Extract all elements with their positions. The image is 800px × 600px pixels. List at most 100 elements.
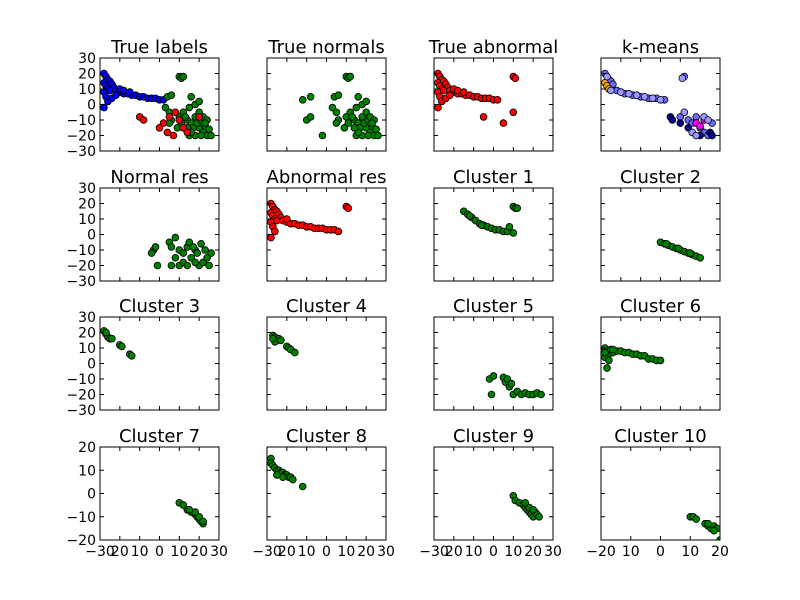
y-tick-label: 0: [87, 98, 96, 114]
points-layer: [686, 512, 720, 540]
y-tick-label: −30: [66, 403, 96, 419]
y-tick-label: −10: [66, 372, 96, 388]
data-point: [277, 336, 285, 345]
data-point: [696, 122, 704, 130]
subplot-title: True normals: [267, 37, 384, 58]
subplot-title: Cluster 5: [453, 296, 534, 317]
y-tick-label: −30: [66, 144, 96, 160]
points-layer: [100, 327, 136, 360]
points-layer: [267, 199, 353, 242]
data-point: [603, 364, 611, 372]
data-point: [362, 97, 371, 106]
x-tick-label: 10: [465, 544, 483, 560]
data-point: [167, 261, 176, 270]
data-point: [692, 131, 700, 140]
points-layer: [459, 202, 522, 237]
data-point: [489, 372, 498, 380]
subplot-2: True normals: [266, 37, 387, 152]
x-tick-label: 20: [190, 544, 208, 560]
data-point: [372, 125, 380, 134]
y-tick-label: 20: [78, 197, 96, 213]
x-tick-label: 10: [298, 544, 316, 560]
data-point: [207, 249, 215, 257]
data-point: [674, 244, 683, 253]
points-layer: [298, 72, 382, 140]
subplot-title: Cluster 1: [453, 167, 534, 188]
data-point: [185, 505, 194, 514]
data-point: [199, 517, 207, 526]
y-tick-label: −10: [66, 510, 96, 526]
subplot-title: Cluster 7: [119, 426, 200, 447]
subplot-title: Cluster 4: [286, 296, 367, 317]
subplot-title: Cluster 9: [453, 426, 534, 447]
subplot-title: k-means: [622, 37, 699, 58]
subplot-10: Cluster 4: [266, 296, 387, 411]
data-point: [607, 86, 615, 95]
x-tick-label: 20: [357, 544, 375, 560]
data-point: [513, 204, 522, 213]
data-point: [662, 240, 671, 248]
data-point: [704, 519, 712, 528]
data-point: [167, 243, 176, 251]
axes-frame: [266, 446, 387, 541]
data-point: [271, 227, 279, 236]
x-tick-label: 10: [622, 544, 640, 560]
subplot-title: True labels: [110, 37, 208, 58]
subplot-title: Cluster 3: [119, 296, 200, 317]
data-point: [112, 91, 120, 99]
subplot-8: Cluster 2: [600, 167, 721, 282]
points-layer: [509, 491, 543, 521]
data-point: [509, 229, 518, 237]
data-point: [511, 74, 520, 82]
subplot-title: Normal res: [110, 167, 208, 188]
data-point: [350, 124, 359, 132]
y-tick-label: 0: [87, 228, 96, 244]
data-point: [648, 94, 657, 103]
y-tick-label: 30: [78, 51, 96, 67]
data-point: [364, 131, 372, 140]
x-tick-label: 20: [524, 544, 542, 560]
data-point: [334, 227, 343, 236]
data-point: [201, 119, 209, 127]
data-point: [334, 91, 343, 99]
subplot-6: Abnormal res: [266, 167, 387, 282]
y-tick-label: 10: [78, 212, 96, 228]
y-tick-label: −20: [66, 259, 96, 275]
y-tick-label: 20: [78, 440, 96, 456]
y-tick-label: 20: [78, 326, 96, 342]
data-point: [171, 253, 180, 262]
data-point: [187, 93, 196, 101]
points-layer: [269, 331, 299, 357]
data-point: [151, 243, 160, 251]
data-point: [100, 103, 108, 112]
data-point: [354, 93, 363, 101]
subplot-3: True abnormal: [428, 37, 558, 152]
data-point: [656, 356, 665, 365]
x-tick-label: 10: [504, 544, 522, 560]
data-point: [505, 223, 514, 231]
y-tick-label: 20: [78, 67, 96, 83]
axes-frame: [600, 187, 721, 282]
x-tick-label: −30: [85, 544, 115, 560]
data-point: [290, 348, 299, 357]
subplot-11: Cluster 5: [433, 296, 554, 411]
data-point: [147, 249, 156, 257]
subplot-16: Cluster 10 −20 10 0 10 20: [586, 426, 729, 560]
y-tick-label: 0: [87, 357, 96, 373]
data-point: [195, 113, 204, 121]
data-point: [509, 108, 518, 117]
data-point: [487, 390, 496, 399]
data-point: [696, 253, 704, 262]
data-point: [171, 233, 180, 242]
data-point: [126, 88, 134, 96]
y-tick-label: 10: [78, 82, 96, 98]
data-point: [179, 72, 188, 81]
x-tick-label: 30: [544, 544, 562, 560]
points-layer: [175, 498, 207, 528]
data-point: [537, 390, 545, 399]
data-point: [616, 88, 625, 96]
data-point: [465, 212, 474, 220]
x-tick-label: −20: [586, 544, 616, 560]
data-point: [529, 505, 537, 514]
